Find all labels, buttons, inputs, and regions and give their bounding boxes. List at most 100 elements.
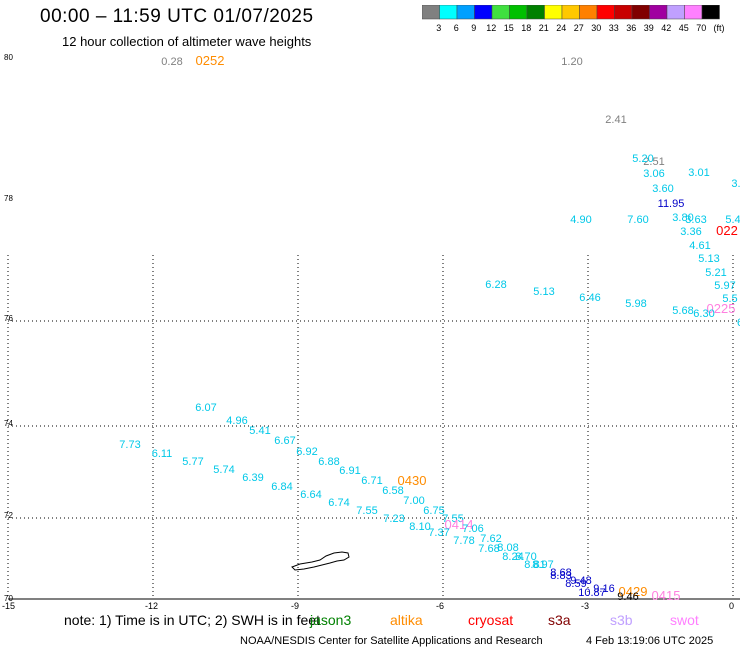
pass-time-label: 0415 <box>652 588 681 603</box>
wave-height-value: 8.59 <box>565 578 586 590</box>
lat-label-74: 74 <box>4 419 13 428</box>
wave-height-value: 3.63 <box>685 214 706 226</box>
wave-height-value: 11.95 <box>658 198 685 210</box>
wave-height-value: 6.28 <box>485 279 506 291</box>
pass-time-label: 0430 <box>398 473 427 488</box>
satellite-swot: swot <box>670 612 699 628</box>
wave-height-value: 4.90 <box>570 214 591 226</box>
wave-height-value: 6.30 <box>693 308 714 320</box>
generated-timestamp: 4 Feb 13:19:06 UTC 2025 <box>586 635 714 647</box>
wave-height-value: 6.07 <box>195 402 216 414</box>
wave-height-value: 5.77 <box>182 456 203 468</box>
wave-height-value: 6.88 <box>318 456 339 468</box>
wave-height-value: 6.92 <box>296 446 317 458</box>
wave-height-value: 5.41 <box>249 425 270 437</box>
legend-label: 33 <box>609 23 619 33</box>
lat-label-78: 78 <box>4 194 13 203</box>
wave-height-value: 7.23 <box>383 513 404 525</box>
wave-height-value: 3.80 <box>672 212 693 224</box>
page-title: 00:00 – 11:59 UTC 01/07/2025 <box>40 6 314 27</box>
legend-label: 18 <box>521 23 531 33</box>
legend-label: 6 <box>454 23 459 33</box>
jan-mayen-island <box>291 551 350 571</box>
wave-height-value: 9.46 <box>617 591 638 603</box>
wave-height-value: 6 <box>737 317 740 329</box>
lon-label-neg3: -3 <box>581 601 589 610</box>
legend-label: 9 <box>471 23 476 33</box>
lon-label-0: 0 <box>729 601 734 610</box>
wave-height-value: 4.96 <box>226 415 247 427</box>
wave-height-color-legend: 3 6 9 12 15 18 21 24 27 30 33 36 39 42 45 70 (ft) <box>422 5 725 33</box>
wave-height-value: 5.4 <box>725 214 740 226</box>
lat-label-76: 76 <box>4 314 13 323</box>
legend-swatch <box>701 5 720 20</box>
satellite-jason3: jason3 <box>310 612 352 628</box>
wave-height-value: 5.20 <box>632 153 653 165</box>
wave-height-value: 10.87 <box>578 587 606 599</box>
wave-height-value: 7.37 <box>428 527 449 539</box>
legend-label: 70 <box>696 23 706 33</box>
wave-height-value: 5.98 <box>625 298 646 310</box>
wave-height-value: 7.60 <box>627 214 648 226</box>
lon-label-neg15: -15 <box>2 601 15 610</box>
wave-height-value: 5.97 <box>714 280 735 292</box>
wave-height-value: 7.06 <box>462 523 483 535</box>
satellite-altika: altika <box>390 612 423 628</box>
legend-label: 15 <box>504 23 514 33</box>
wave-height-value: 7.62 <box>480 533 501 545</box>
wave-height-value: 7.68 <box>478 543 499 555</box>
wave-height-value: 6.84 <box>271 481 292 493</box>
wave-height-value: 8.10 <box>409 521 430 533</box>
satellite-cryosat: cryosat <box>468 612 514 628</box>
wave-height-value: 5.13 <box>698 253 719 265</box>
lat-label-72: 72 <box>4 511 13 520</box>
legend-unit: (ft) <box>714 23 725 33</box>
wave-height-value: 7.55 <box>442 513 463 525</box>
legend-label: 45 <box>679 23 689 33</box>
wave-height-value: 5.74 <box>213 464 234 476</box>
wave-height-value: 6.64 <box>300 489 321 501</box>
lat-label-70: 70 <box>4 594 13 603</box>
wave-height-value: 8.83 <box>550 570 571 582</box>
wave-height-value: 2.41 <box>605 114 626 126</box>
wave-height-value: 8.08 <box>497 542 518 554</box>
wave-height-value: 7.78 <box>453 535 474 547</box>
observation-labels: 0.28 0252 1.20 2.41 2.515.20 3.06 3.01 3.60 3. 11… <box>119 53 740 603</box>
wave-height-value: 6.91 <box>339 465 360 477</box>
lon-label-neg9: -9 <box>291 601 299 610</box>
wave-height-value: 5.68 <box>672 305 693 317</box>
legend-label: 27 <box>574 23 584 33</box>
legend-label: 24 <box>556 23 566 33</box>
lon-label-neg12: -12 <box>145 601 158 610</box>
page-subtitle: 12 hour collection of altimeter wave hei… <box>62 34 312 49</box>
wave-height-value: 0.28 <box>161 56 182 68</box>
wave-height-value: 9.48 <box>570 575 591 587</box>
altimeter-map: 80 78 76 74 72 70 -15 -12 -9 -6 -3 0 0.2… <box>2 53 740 610</box>
wave-height-value: 8.81 <box>524 559 545 571</box>
satellite-s3b: s3b <box>610 612 633 628</box>
wave-height-value: 6.58 <box>382 485 403 497</box>
pass-time-label: 0429 <box>619 584 648 599</box>
credit-line: NOAA/NESDIS Center for Satellite Applica… <box>240 635 543 647</box>
wave-height-value: 8.68 <box>550 567 571 579</box>
legend-label: 39 <box>644 23 654 33</box>
pass-time-label: 0252 <box>196 53 225 68</box>
wave-height-value: 3.60 <box>652 183 673 195</box>
wave-height-value: 6.46 <box>579 292 600 304</box>
wave-height-value: 5.5 <box>722 293 737 305</box>
pass-time-label: 0225 <box>707 301 736 316</box>
wave-height-value: 8.70 <box>515 551 536 563</box>
wave-height-value: 7.00 <box>403 495 424 507</box>
wave-height-value: 6.67 <box>274 435 295 447</box>
note-text: note: 1) Time is in UTC; 2) SWH is in fe… <box>64 612 320 628</box>
wave-height-value: 6.39 <box>242 472 263 484</box>
legend-label: 36 <box>626 23 636 33</box>
wave-height-value: 6.75 <box>423 505 444 517</box>
wave-height-value: 3.36 <box>680 226 701 238</box>
wave-height-value: 6.11 <box>152 448 173 460</box>
wave-height-value: 8.97 <box>532 559 553 571</box>
wave-height-value: 2.51 <box>643 156 664 168</box>
legend-label: 3 <box>436 23 441 33</box>
wave-height-value: 3.01 <box>688 167 709 179</box>
wave-height-value: 6.74 <box>328 497 349 509</box>
